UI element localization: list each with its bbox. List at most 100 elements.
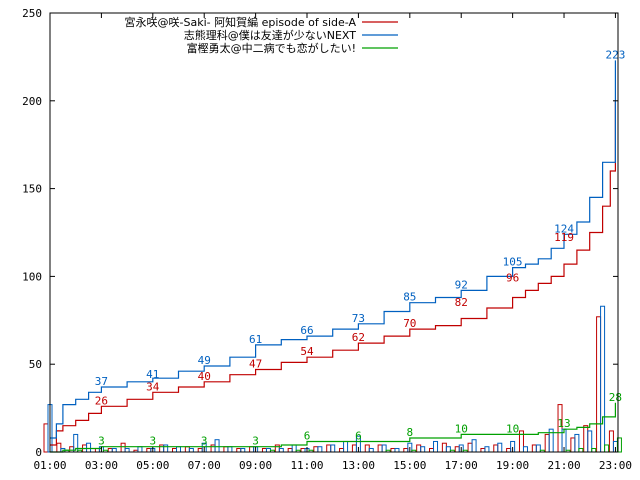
axes: 0 50 100 150 200 250 01:00 03:00 05:00 07:00 09:00… xyxy=(22,7,632,472)
hourly-bar xyxy=(313,446,319,453)
hourly-bar xyxy=(364,444,370,453)
data-label: 3 xyxy=(201,435,208,448)
hourly-bar xyxy=(300,447,306,453)
data-label: 124 xyxy=(554,222,574,235)
hourly-bar xyxy=(287,447,293,453)
x-tick-label: 11:00 xyxy=(290,459,323,472)
y-tick-label: 200 xyxy=(22,95,42,108)
hourly-bar xyxy=(522,446,528,453)
data-label: 223 xyxy=(605,48,625,61)
hourly-bar xyxy=(616,437,622,453)
hourly-bar xyxy=(188,447,194,453)
hourly-bar xyxy=(137,446,143,453)
hourly-bar xyxy=(317,446,323,453)
data-label: 62 xyxy=(352,331,365,344)
hourly-bar xyxy=(159,444,165,453)
data-label: 47 xyxy=(249,357,262,370)
hourly-bar xyxy=(535,444,541,453)
data-label: 92 xyxy=(455,278,468,291)
hourly-bar xyxy=(278,447,284,453)
hourly-bar xyxy=(236,447,242,453)
data-label: 66 xyxy=(300,324,313,337)
x-tick-label: 13:00 xyxy=(342,459,375,472)
series-line xyxy=(50,100,616,446)
hourly-bar xyxy=(69,446,75,453)
hourly-bar xyxy=(326,444,332,453)
plot-frame xyxy=(49,12,619,453)
y-tick-label: 100 xyxy=(22,270,42,283)
hourly-bar xyxy=(343,440,349,453)
data-label: 40 xyxy=(198,370,211,383)
hourly-bar xyxy=(146,447,152,453)
hourly-bar xyxy=(214,439,220,453)
hourly-bar xyxy=(578,447,584,453)
hourly-bar xyxy=(240,447,246,453)
data-label: 8 xyxy=(407,426,414,439)
legend-label: 志熊理科@僕は友達が少ないNEXT xyxy=(184,28,357,42)
x-tick-label: 09:00 xyxy=(239,459,272,472)
data-label: 26 xyxy=(95,394,108,407)
hourly-bar xyxy=(544,433,550,453)
x-tick-label: 23:00 xyxy=(599,459,632,472)
hourly-bar xyxy=(604,444,610,453)
hourly-bar xyxy=(429,447,435,453)
data-label: 61 xyxy=(249,333,262,346)
data-label: 70 xyxy=(403,317,416,330)
hourly-bar xyxy=(531,444,537,453)
hourly-bar xyxy=(227,446,233,453)
x-tick-label: 07:00 xyxy=(188,459,221,472)
hourly-bar xyxy=(591,447,597,453)
hourly-bar xyxy=(493,444,499,453)
hourly-bar xyxy=(172,447,178,453)
hourly-bar xyxy=(497,442,503,453)
hourly-bar xyxy=(368,447,374,453)
hourly-bar xyxy=(574,433,580,453)
data-label: 49 xyxy=(198,354,211,367)
hourly-bar xyxy=(274,444,280,453)
data-label: 82 xyxy=(455,296,468,309)
data-label: 3 xyxy=(149,435,156,448)
hourly-bar xyxy=(433,440,439,453)
hourly-bar xyxy=(381,444,387,453)
hourly-bars xyxy=(43,305,622,453)
hourly-bar xyxy=(265,447,271,453)
hourly-bar xyxy=(394,447,400,453)
data-label: 6 xyxy=(304,429,311,442)
hourly-bar xyxy=(291,444,297,453)
hourly-bar xyxy=(223,446,229,453)
data-label: 28 xyxy=(609,391,622,404)
x-tick-label: 21:00 xyxy=(547,459,580,472)
legend-label: 宮永咲@咲-Saki- 阿知賀編 episode of side-A xyxy=(125,15,357,29)
data-label: 96 xyxy=(506,271,519,284)
hourly-bar xyxy=(86,442,92,453)
data-label: 41 xyxy=(146,368,159,381)
legend: 宮永咲@咲-Saki- 阿知賀編 episode of side-A志熊理科@僕… xyxy=(125,15,398,55)
data-label: 54 xyxy=(300,345,314,358)
hourly-bar xyxy=(441,442,447,453)
hourly-bar xyxy=(570,437,576,453)
hourly-bar xyxy=(377,444,383,453)
hourly-bar xyxy=(210,444,216,453)
data-label: 37 xyxy=(95,375,108,388)
data-label: 73 xyxy=(352,312,365,325)
hourly-bar xyxy=(184,446,190,453)
y-tick-label: 0 xyxy=(35,446,42,459)
data-label: 119 xyxy=(554,231,574,244)
hourly-bar xyxy=(351,444,357,453)
hourly-bar xyxy=(197,447,203,453)
hourly-bar xyxy=(484,446,490,453)
hourly-bar xyxy=(506,447,512,453)
hourly-bar xyxy=(596,316,602,453)
legend-label: 富樫勇太@中二病でも恋がしたい! xyxy=(187,41,356,55)
hourly-bar xyxy=(56,442,62,453)
hourly-bar xyxy=(471,439,477,453)
hourly-bar xyxy=(120,442,126,453)
x-tick-label: 19:00 xyxy=(496,459,529,472)
hourly-bar xyxy=(390,447,396,453)
hourly-bar xyxy=(403,447,409,453)
hourly-bar xyxy=(480,447,486,453)
hourly-bar xyxy=(107,447,113,453)
data-label: 85 xyxy=(403,291,416,304)
hourly-bar xyxy=(43,423,49,453)
